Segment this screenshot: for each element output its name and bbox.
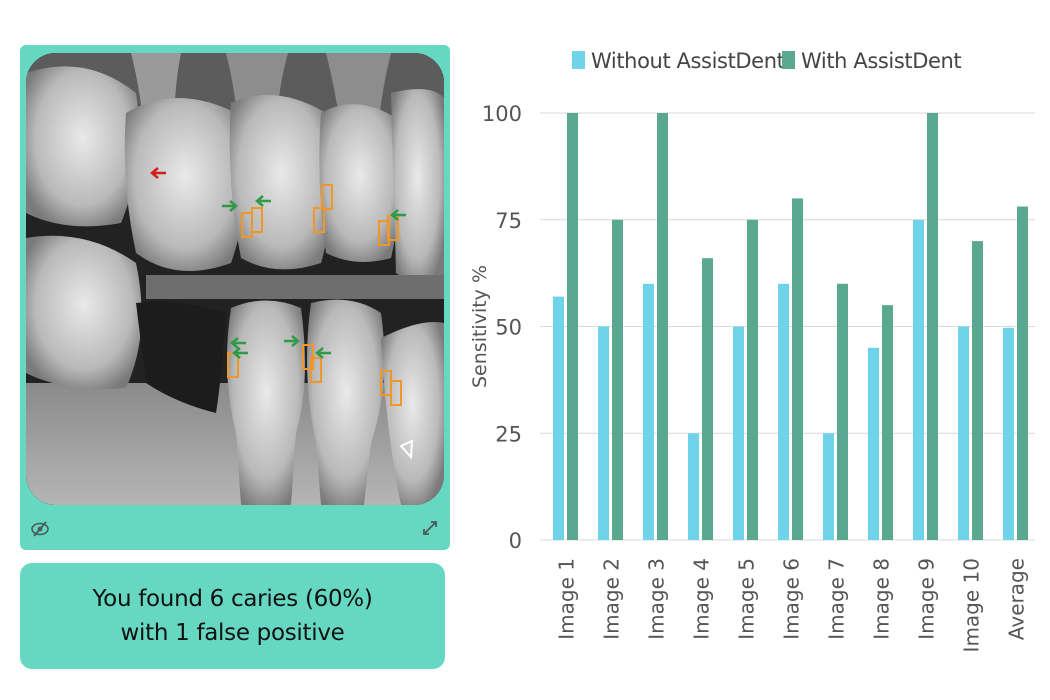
missed-caries-arrow (150, 167, 166, 179)
eye-slash-icon[interactable] (30, 520, 50, 538)
legend-swatch (782, 51, 795, 69)
bar-without-assistdent (598, 326, 609, 540)
assistdent-arrows (222, 195, 406, 359)
bar-with-assistdent (927, 113, 938, 540)
legend-label: Without AssistDent (591, 49, 785, 73)
y-tick-label: 25 (495, 422, 522, 446)
bar-without-assistdent (868, 347, 879, 540)
expand-arrows-icon[interactable] (420, 518, 440, 538)
legend-label: With AssistDent (801, 49, 961, 73)
y-axis-label: Sensitivity % (469, 265, 491, 388)
bar-without-assistdent (553, 296, 564, 540)
y-tick-label: 50 (495, 316, 522, 340)
y-tick-label: 75 (495, 209, 522, 233)
orientation-marker (399, 439, 414, 460)
x-tick-label: Image 7 (825, 558, 849, 640)
bar-with-assistdent (567, 113, 578, 540)
bar-with-assistdent (1017, 206, 1028, 540)
result-false-positives: with 1 false positive (120, 620, 345, 646)
bar-without-assistdent (1003, 327, 1014, 540)
bar-without-assistdent (913, 219, 924, 540)
bar-with-assistdent (792, 198, 803, 540)
x-tick-label: Image 1 (555, 558, 579, 640)
x-tick-label: Image 10 (960, 558, 984, 652)
panel-footer (20, 505, 450, 550)
x-tick-label: Image 6 (780, 558, 804, 640)
bar-with-assistdent (747, 219, 758, 540)
y-tick-label: 0 (509, 529, 522, 553)
bar-without-assistdent (643, 283, 654, 540)
bar-with-assistdent (612, 219, 623, 540)
sensitivity-bar-chart: 0 25 50 75 100 Sensitivity % Image 1 Image 2 Ima… (469, 49, 1035, 652)
bar-without-assistdent (688, 433, 699, 540)
bar-with-assistdent (837, 283, 848, 540)
x-tick-label: Image 2 (600, 558, 624, 640)
x-tick-label: Image 8 (870, 558, 894, 640)
x-tick-label: Image 5 (735, 558, 759, 640)
bar-without-assistdent (733, 326, 744, 540)
radiograph-panel (20, 45, 450, 550)
bar-without-assistdent (823, 433, 834, 540)
y-tick-label: 100 (482, 102, 522, 126)
result-summary: You found 6 caries (60%) with 1 false po… (20, 563, 445, 669)
dental-xray-image[interactable] (26, 53, 444, 505)
legend-swatch (572, 51, 585, 69)
x-tick-label: Image 9 (915, 558, 939, 640)
caries-detection-boxes (227, 184, 402, 406)
bar-without-assistdent (958, 326, 969, 540)
bar-with-assistdent (972, 241, 983, 540)
result-caries-found: You found 6 caries (60%) (92, 586, 373, 612)
bar-with-assistdent (882, 305, 893, 540)
x-tick-label: Image 3 (645, 558, 669, 640)
bar-with-assistdent (702, 258, 713, 540)
x-tick-label: Image 4 (690, 558, 714, 640)
bar-without-assistdent (778, 283, 789, 540)
bar-with-assistdent (657, 113, 668, 540)
x-tick-label: Average (1005, 558, 1029, 640)
xray-drawing (26, 53, 444, 505)
